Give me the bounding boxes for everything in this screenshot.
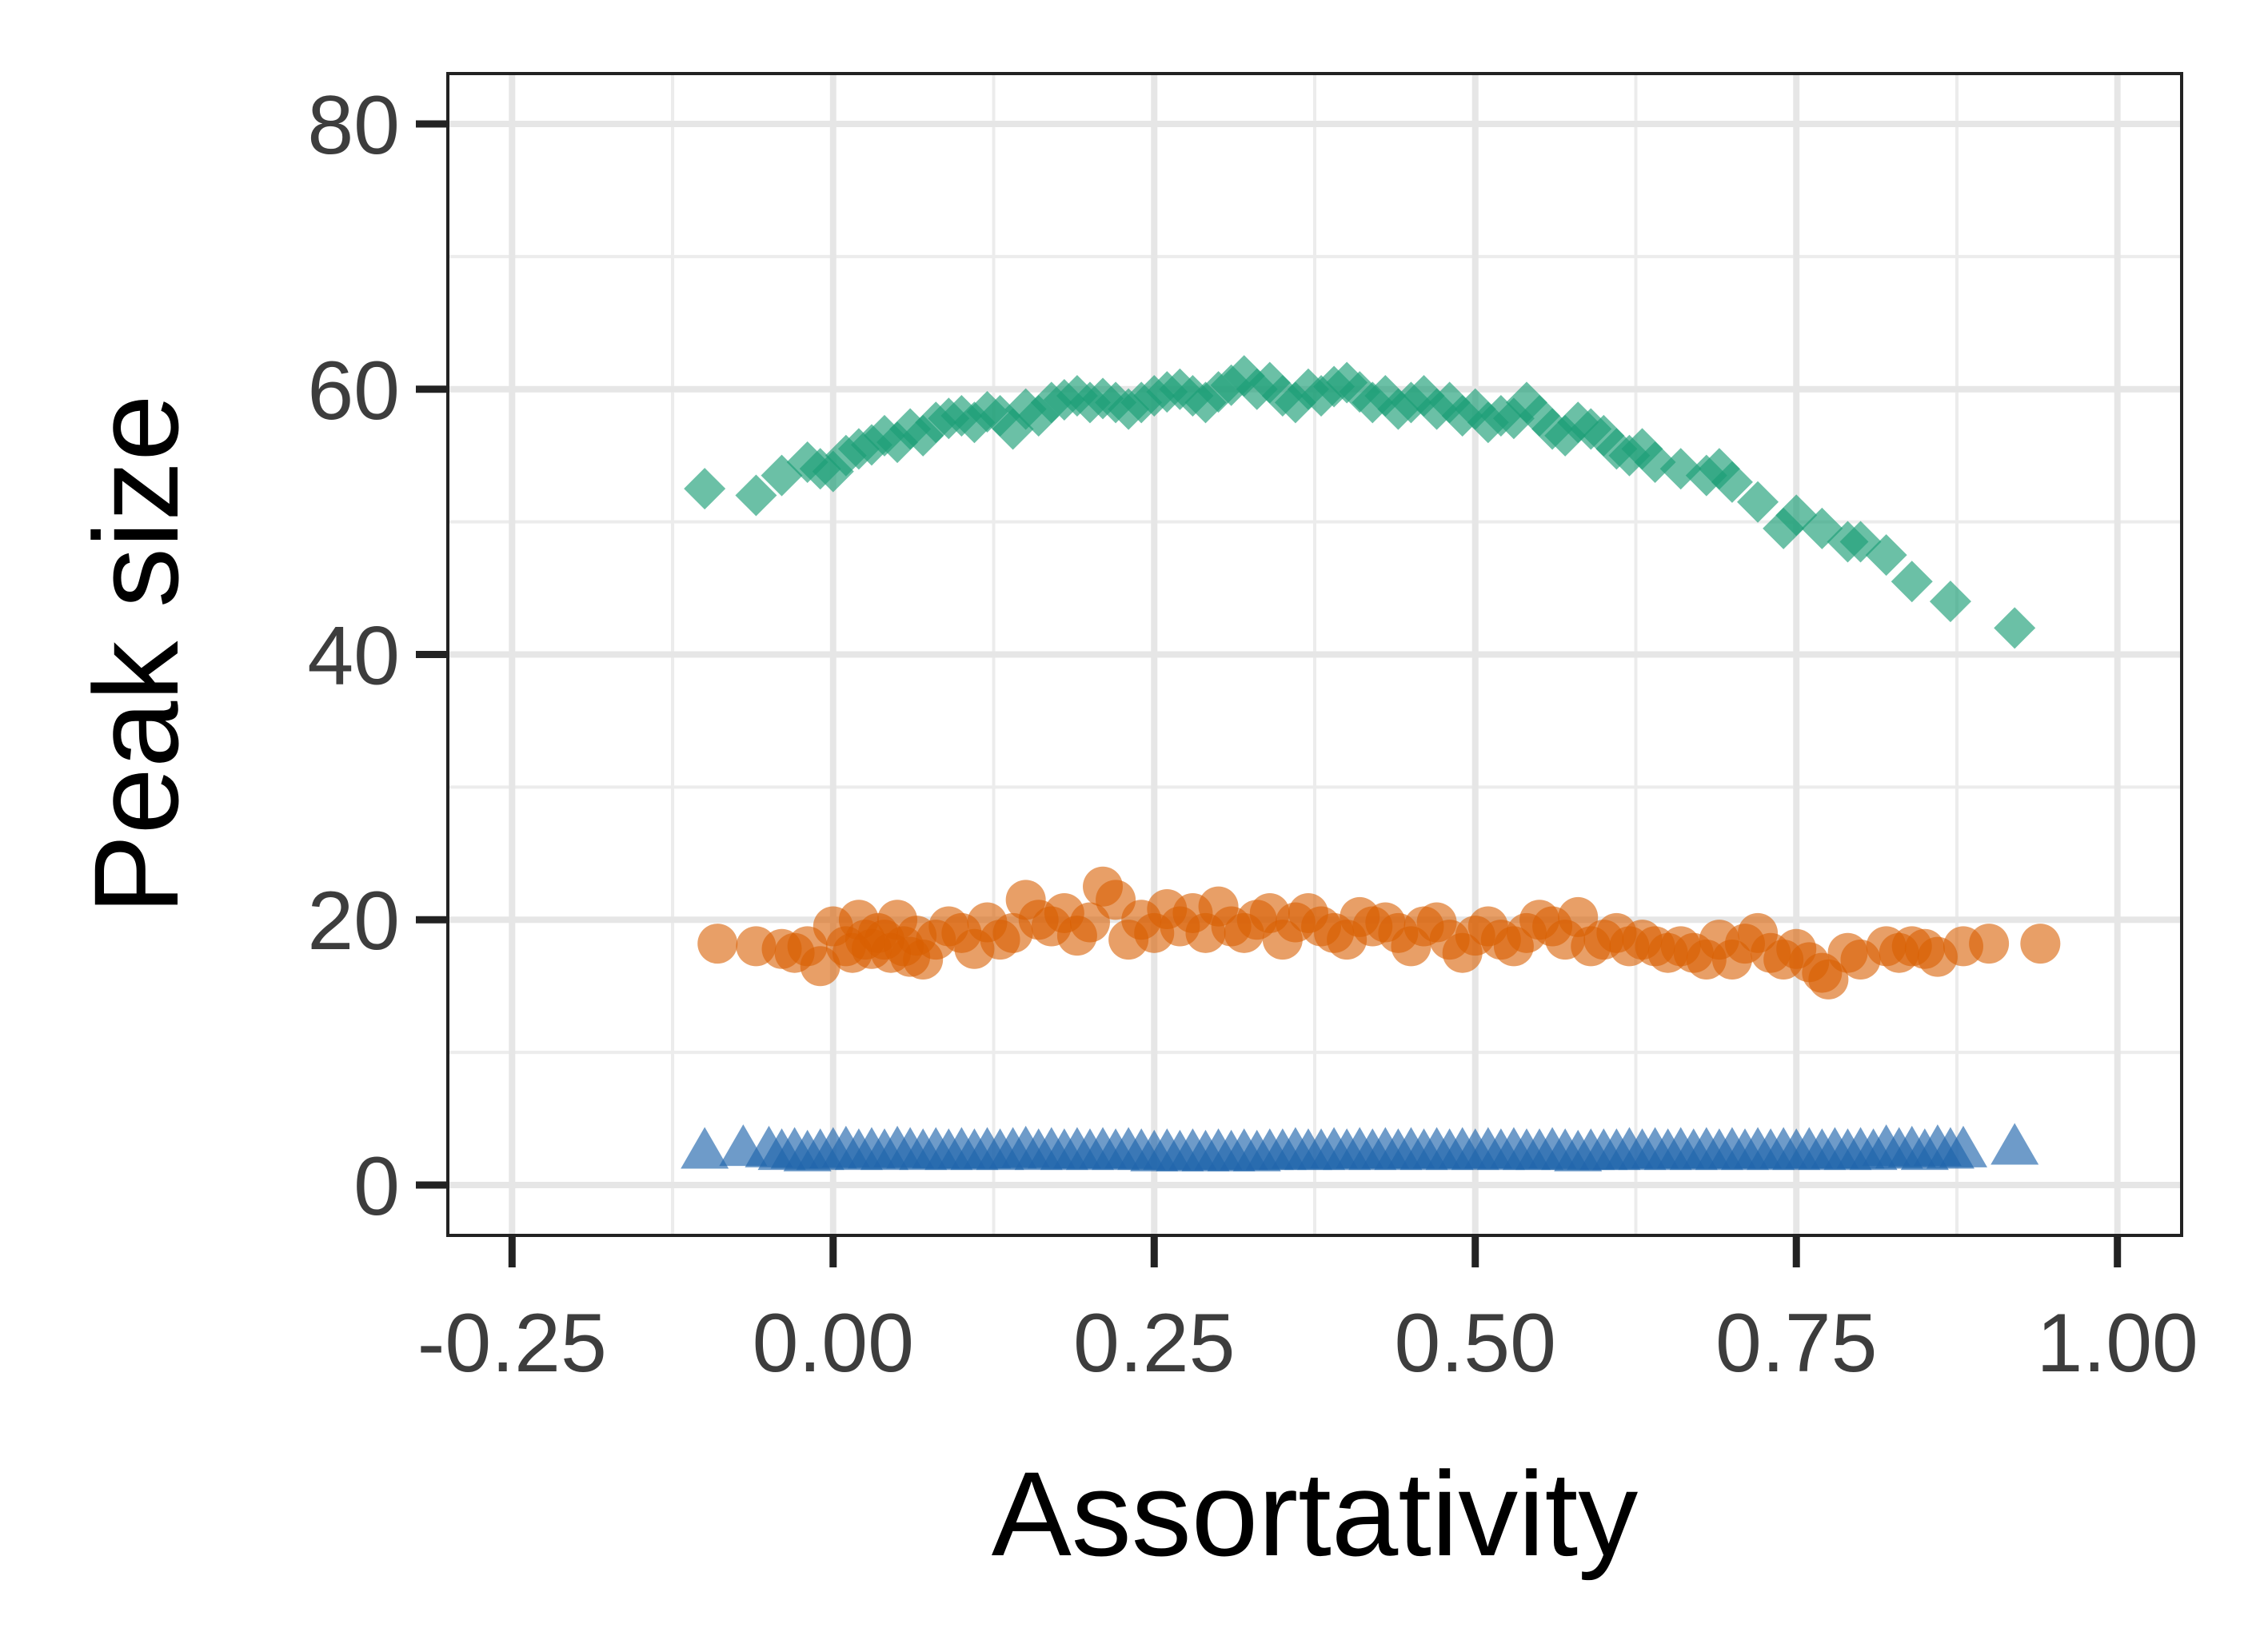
diamond-point [1994, 607, 2036, 649]
triangle-point [681, 1127, 729, 1169]
x-tick-label: 0.75 [1715, 1297, 1877, 1390]
series-circle [697, 866, 2061, 1000]
diamond-point [1428, 381, 1471, 424]
y-tick-label: 60 [307, 345, 400, 437]
diamond-point [1737, 481, 1779, 523]
x-tick-label: 1.00 [2036, 1297, 2198, 1390]
diamond-point [735, 474, 777, 517]
diamond-point [1492, 397, 1535, 440]
diamond-point [1929, 581, 1971, 623]
x-tick-label: 0.50 [1395, 1297, 1556, 1390]
x-tick-label: 0.25 [1073, 1297, 1235, 1390]
y-tick-label: 80 [307, 79, 400, 172]
x-axis-title: Assortativity [992, 1446, 1639, 1581]
triangle-point [1939, 1125, 1987, 1167]
series-diamond [684, 355, 2036, 649]
diamond-point [1711, 461, 1753, 503]
circle-point [1069, 902, 1110, 943]
data-points [681, 355, 2061, 1171]
circle-point [697, 924, 738, 964]
y-tick-label: 0 [353, 1140, 400, 1233]
x-tick-label: 0.00 [753, 1297, 914, 1390]
x-tick-label: -0.25 [417, 1297, 607, 1390]
y-axis-ticks: 0 20 40 60 80 [307, 79, 448, 1233]
y-tick-label: 40 [307, 610, 400, 703]
diamond-point [992, 408, 1034, 450]
x-axis-ticks: -0.25 0.00 0.25 0.50 0.75 1.00 [417, 1235, 2198, 1390]
diamond-point [684, 468, 726, 510]
diamond-point [1891, 561, 1933, 603]
diamond-point [1339, 371, 1381, 413]
series-triangle [681, 1123, 2039, 1171]
diamond-point [1865, 534, 1907, 577]
circle-point [2020, 924, 2061, 964]
triangle-point [1990, 1123, 2039, 1165]
y-tick-label: 20 [307, 875, 400, 968]
circle-point [1969, 924, 2010, 964]
y-axis-title: Peak size [69, 394, 203, 914]
diamond-point [1505, 381, 1547, 424]
